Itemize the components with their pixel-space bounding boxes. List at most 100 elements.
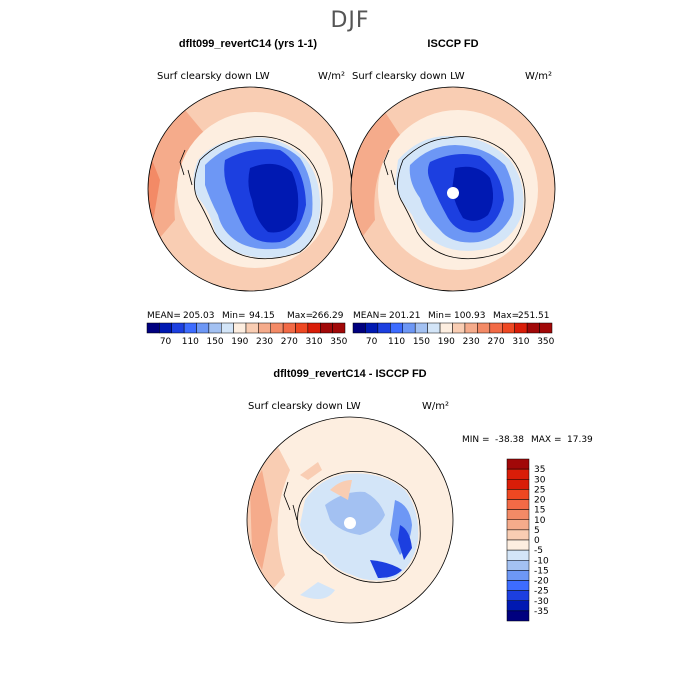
colorbar-swatch [506,529,530,541]
colorbar-swatch [506,610,530,622]
colorbar-swatch [414,322,428,334]
colorbar-tick-label: -5 [534,546,543,556]
colorbar-swatch [514,322,528,334]
map-diff [247,417,453,623]
colorbar-tick-label: 150 [206,337,223,347]
colorbar-tick-label: 70 [366,337,378,347]
colorbar-tick-label: 15 [534,506,545,516]
colorbar-swatch [221,322,234,334]
max-label: Max= [493,311,519,321]
colorbar-tick-label: 190 [231,337,248,347]
colorbar-swatch [506,570,530,581]
colorbar-swatch [427,322,441,334]
colorbar-swatch [402,322,416,334]
panel-obs-units: W/m² [525,71,552,82]
stats-obs: MEAN= 201.21 Min= 100.93 Max= 251.51 [353,311,550,321]
colorbar-tick-label: 10 [534,516,546,526]
colorbar-tick-label: 70 [160,337,172,347]
colorbar-tick-label: 30 [534,475,546,485]
colorbar-swatch [489,322,503,334]
min-value: -38.38 [495,435,524,445]
colorbar-swatch [439,322,453,334]
min-label: Min= [222,311,246,321]
colorbar-tick-label: 310 [512,337,529,347]
colorbar-swatch [390,322,403,334]
colorbar-tick-label: 350 [330,337,347,347]
colorbar-tick-label: 230 [256,337,273,347]
panel-diff-variable: Surf clearsky down LW [248,401,361,412]
mean-label: MEAN= [353,311,387,321]
panel-model-title: dflt099_revertC14 (yrs 1-1) [179,38,318,50]
min-value: 100.93 [454,311,486,321]
max-value: 266.29 [312,311,344,321]
max-label: MAX = [531,435,562,445]
colorbar-swatch [506,479,530,490]
colorbar-tick-label: 35 [534,465,545,475]
colorbar-swatch [464,322,478,334]
colorbar-swatch [506,560,530,571]
min-label: Min= [428,311,452,321]
colorbar-swatch [506,458,530,470]
map-obs [351,87,555,291]
colorbar-swatch [506,468,530,480]
colorbar-swatch [506,499,530,510]
colorbar-tick-label: 310 [305,337,322,347]
colorbar-tick-label: 110 [182,337,199,347]
panel-obs-title: ISCCP FD [427,38,478,50]
colorbar-tick-label: -20 [534,577,549,587]
colorbar-tick-label: 150 [413,337,430,347]
stats-diff: MIN = -38.38 MAX = 17.39 [462,435,593,445]
colorbar-swatch [295,322,309,334]
colorbar-swatch [233,322,247,334]
map-model [148,87,352,291]
colorbar-swatch [506,489,530,500]
colorbar-tick-label: 5 [534,526,540,536]
colorbar-swatch [539,322,553,334]
colorbar-swatch [352,322,366,334]
colorbar-swatch [196,322,210,334]
colorbar-swatch [258,322,271,334]
colorbar-tick-label: 110 [388,337,405,347]
colorbar-swatch [365,322,379,334]
colorbar-swatch [526,322,540,334]
colorbar-swatch [506,580,530,591]
mean-value: 205.03 [183,311,215,321]
colorbar-tick-label: -25 [534,587,549,597]
colorbar-tick-label: 230 [463,337,480,347]
panel-diff-title: dflt099_revertC14 - ISCCP FD [273,368,426,380]
panel-model: dflt099_revertC14 (yrs 1-1) Surf clearsk… [146,38,353,347]
colorbar-swatch [506,600,530,612]
colorbar-swatch [506,519,530,531]
colorbar-swatch [320,322,333,334]
colorbar-tick-label: 190 [438,337,455,347]
panel-obs-variable: Surf clearsky down LW [352,71,465,82]
season-title: DJF [330,8,369,33]
colorbar-swatch [506,539,530,551]
panel-model-variable: Surf clearsky down LW [157,71,270,82]
max-value: 251.51 [518,311,550,321]
colorbar-swatch [506,509,530,520]
colorbar-tick-label: -30 [534,597,549,607]
max-label: Max= [287,311,313,321]
colorbar-swatch [146,322,160,334]
colorbar-swatch [332,322,346,334]
colorbar-swatch [307,322,321,334]
min-label: MIN = [462,435,490,445]
panel-obs: ISCCP FD Surf clearsky down LW W/m² MEAN… [350,38,556,347]
colorbar-tick-label: 25 [534,485,545,495]
colorbar-swatch [171,322,185,334]
max-value: 17.39 [567,435,593,445]
colorbar-model: 70 110 150 190 230 270 310 350 [146,322,348,347]
panel-diff: dflt099_revertC14 - ISCCP FD Surf clears… [246,368,593,624]
colorbar-swatch [506,590,530,601]
colorbar-swatch [183,322,197,334]
min-value: 94.15 [249,311,275,321]
mean-value: 201.21 [389,311,421,321]
colorbar-tick-label: 20 [534,496,546,506]
stats-model: MEAN= 205.03 Min= 94.15 Max= 266.29 [147,311,344,321]
colorbar-swatch [377,322,391,334]
colorbar-swatch [282,322,296,334]
colorbar-swatch [477,322,491,334]
panel-diff-units: W/m² [422,401,449,412]
